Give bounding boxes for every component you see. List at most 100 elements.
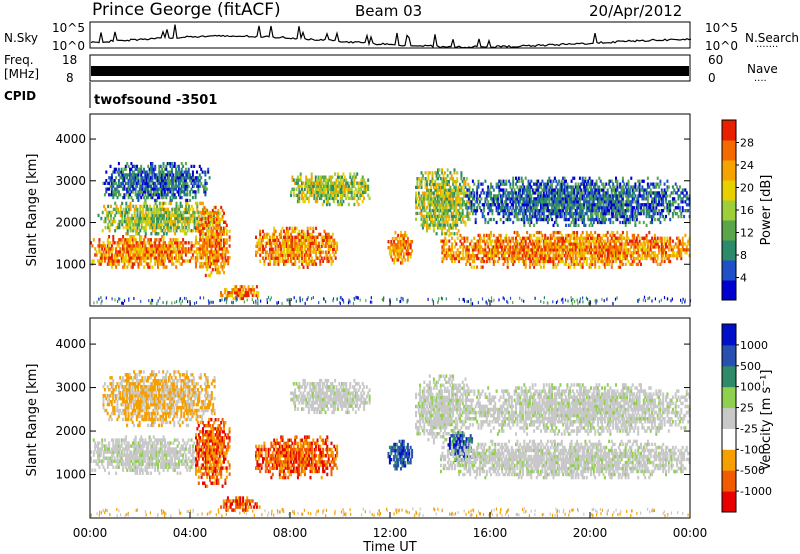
- heatmap-cell: [237, 291, 240, 295]
- heatmap-cell: [460, 256, 463, 261]
- heatmap-cell: [446, 200, 449, 204]
- heatmap-cell: [156, 210, 158, 215]
- heatmap-cell: [583, 248, 586, 252]
- heatmap-cell: [158, 213, 161, 218]
- heatmap-cell: [122, 173, 124, 177]
- heatmap-cell: [148, 190, 151, 194]
- heatmap-cell: [471, 203, 474, 207]
- heatmap-cell: [526, 209, 529, 213]
- heatmap-cell: [140, 235, 143, 239]
- heatmap-cell: [107, 222, 110, 227]
- heatmap-cell: [263, 262, 266, 266]
- heatmap-cell: [487, 203, 490, 207]
- heatmap-cell: [214, 217, 217, 222]
- heatmap-cell: [160, 225, 163, 230]
- heatmap-cell: [501, 206, 504, 210]
- heatmap-cell: [126, 247, 129, 251]
- heatmap-cell: [145, 181, 148, 185]
- freq-left-tick-top: 18: [62, 53, 77, 67]
- heatmap-cell: [176, 173, 179, 177]
- heatmap-cell: [216, 235, 218, 239]
- heatmap-cell: [214, 219, 217, 224]
- heatmap-cell: [110, 265, 113, 269]
- heatmap-cell: [124, 247, 127, 251]
- heatmap-cell: [409, 240, 412, 244]
- heatmap-cell: [665, 251, 667, 255]
- heatmap-cell: [175, 253, 178, 257]
- heatmap-cell: [152, 167, 155, 171]
- heatmap-cell: [357, 187, 360, 191]
- heatmap-cell: [190, 250, 193, 254]
- heatmap-cell: [264, 241, 267, 245]
- heatmap-cell: [354, 187, 357, 191]
- heatmap-cell: [102, 181, 105, 185]
- heatmap-cell: [242, 296, 245, 301]
- heatmap-cell: [333, 241, 336, 245]
- heatmap-cell: [346, 181, 349, 185]
- heatmap-cell: [445, 194, 448, 198]
- heatmap-cell: [428, 171, 431, 175]
- heatmap-cell: [298, 253, 301, 257]
- heatmap-cell: [569, 248, 572, 252]
- heatmap-cell: [206, 235, 209, 239]
- heatmap-cell: [204, 238, 207, 242]
- heatmap-cell: [306, 244, 309, 248]
- heatmap-cell: [200, 220, 203, 224]
- heatmap-cell: [416, 185, 419, 189]
- heatmap-cell: [449, 177, 452, 181]
- heatmap-cell: [200, 247, 203, 251]
- heatmap-cell: [159, 181, 162, 185]
- heatmap-cell: [182, 225, 185, 230]
- heatmap-cell: [619, 265, 622, 269]
- heatmap-cell: [202, 235, 204, 239]
- heatmap-cell: [349, 187, 352, 191]
- heatmap-cell: [206, 267, 209, 272]
- heatmap-cell: [490, 197, 492, 201]
- heatmap-cell: [320, 175, 323, 179]
- heatmap-cell: [227, 256, 230, 260]
- heatmap-cell: [131, 262, 134, 266]
- heatmap-cell: [535, 179, 538, 183]
- heatmap-cell: [453, 223, 456, 227]
- heatmap-cell: [431, 208, 434, 213]
- heatmap-cell: [345, 178, 348, 182]
- heatmap-cell: [192, 213, 195, 218]
- heatmap-cell: [359, 181, 361, 185]
- heatmap-cell: [175, 213, 178, 218]
- heatmap-cell: [158, 247, 161, 251]
- heatmap-cell: [160, 207, 163, 212]
- heatmap-cell: [126, 238, 129, 242]
- heatmap-cell: [417, 194, 420, 198]
- heatmap-cell: [166, 187, 169, 191]
- heatmap-cell: [257, 247, 260, 251]
- heatmap-cell: [524, 203, 527, 207]
- heatmap-cell: [450, 206, 453, 210]
- heatmap-cell: [624, 245, 627, 249]
- heatmap-cell: [137, 219, 140, 224]
- heatmap-cell: [312, 244, 315, 248]
- heatmap-cell: [170, 162, 173, 166]
- heatmap-cell: [120, 241, 123, 245]
- heatmap-cell: [172, 184, 175, 188]
- heatmap-cell: [150, 256, 152, 260]
- heatmap-cell: [505, 239, 508, 243]
- heatmap-cell: [501, 182, 504, 186]
- heatmap-cell: [130, 179, 133, 183]
- heatmap-cell: [281, 253, 284, 257]
- heatmap-cell: [162, 173, 165, 177]
- heatmap-cell: [211, 211, 214, 216]
- heatmap-cell: [363, 190, 366, 194]
- heatmap-cell: [674, 254, 677, 258]
- heatmap-cell: [470, 203, 473, 207]
- heatmap-cell: [609, 248, 612, 252]
- heatmap-cell: [520, 217, 523, 222]
- heatmap-cell: [143, 229, 146, 233]
- heatmap-cell: [112, 196, 115, 200]
- heatmap-cell: [551, 236, 554, 240]
- heatmap-cell: [458, 256, 461, 261]
- heatmap-cell: [570, 248, 573, 252]
- heatmap-cell: [108, 244, 111, 248]
- heatmap-cell: [207, 170, 210, 174]
- heatmap-cell: [409, 243, 412, 247]
- heatmap-cell: [608, 259, 611, 264]
